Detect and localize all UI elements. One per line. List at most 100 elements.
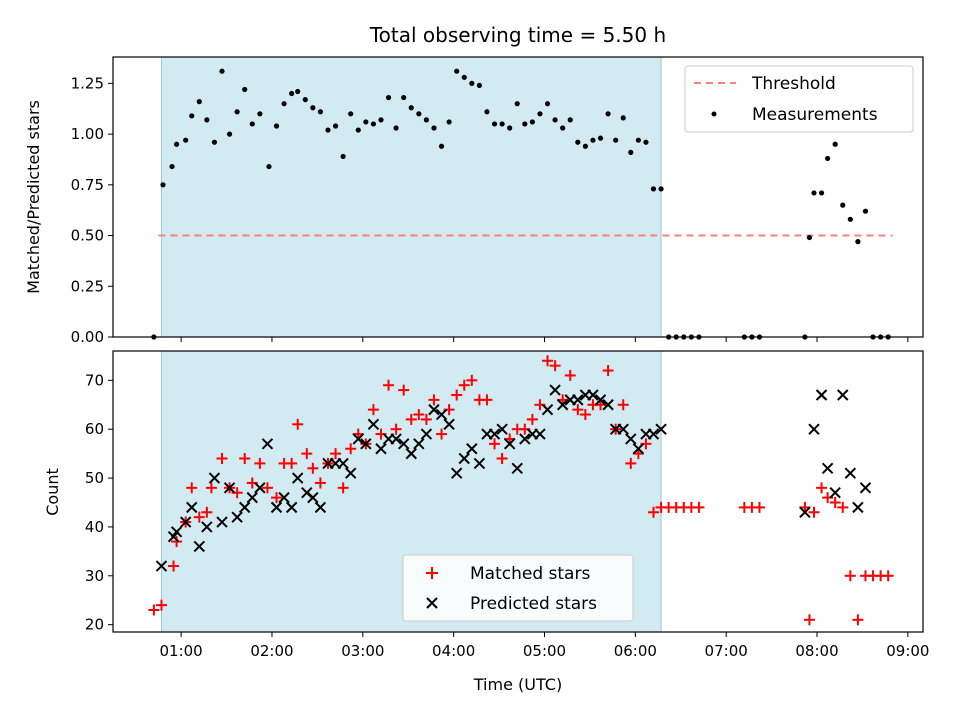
predicted-star-point [458, 452, 470, 465]
matched-star-point [301, 448, 313, 460]
predicted-star-point [208, 472, 221, 484]
measurement-point [514, 101, 520, 107]
matched-star-point [171, 536, 183, 548]
matched-star-point [330, 448, 342, 460]
matched-star-point [428, 394, 440, 406]
predicted-star-point [594, 394, 607, 406]
measurement-point [401, 94, 407, 101]
measurement-points [151, 68, 891, 340]
matched-star-point [254, 457, 266, 469]
predicted-star-point [625, 433, 637, 445]
measurement-point [575, 139, 581, 145]
measurement-point [507, 125, 513, 131]
measurement-point [242, 86, 248, 93]
top-y-axis-label: Matched/Predicted stars [24, 100, 43, 294]
matched-star-point [205, 482, 217, 494]
matched-star-point [458, 379, 470, 391]
matched-star-point [852, 614, 864, 626]
x-tick-label: 05:00 [523, 642, 566, 660]
predicted-star-point [844, 467, 857, 479]
matched-star-point [451, 389, 463, 401]
matched-star-point [168, 560, 180, 572]
matched-star-point [436, 428, 448, 440]
measurement-point [423, 117, 430, 123]
x-tick-label: 04:00 [432, 642, 475, 660]
bottom-plot-frame [112, 350, 924, 633]
predicted-star-point [450, 467, 463, 479]
predicted-star-point [223, 482, 236, 494]
measurement-point [825, 155, 831, 162]
predicted-star-point [360, 438, 372, 450]
measurement-point [266, 163, 272, 170]
measurement-point [393, 125, 399, 131]
matched-star-point [803, 614, 815, 626]
top-chart-title: Total observing time = 5.50 h [369, 23, 666, 47]
matched-star-point [186, 482, 198, 494]
predicted-star-point [655, 423, 667, 435]
predicted-star-point [261, 438, 274, 450]
measurement-point [234, 109, 240, 115]
predicted-star-point [519, 433, 531, 445]
measurement-point [806, 234, 813, 241]
measurement-point [257, 111, 263, 117]
matched-star-point [496, 453, 508, 465]
measurement-point [183, 137, 189, 143]
measurement-point [249, 121, 255, 127]
measurement-point [560, 125, 566, 131]
measurement-point [818, 190, 825, 196]
matched-star-point [549, 360, 561, 372]
measurement-point [169, 163, 175, 170]
predicted-star-point [285, 501, 298, 514]
predicted-star-point [511, 462, 523, 474]
measurement-point [408, 105, 414, 111]
bottom-panel: 20 30 40 50 60 70 01:00 02:00 03:00 04:00 05:00 06… [43, 350, 929, 694]
top-y-tick-label: 0.25 [71, 277, 104, 295]
predicted-star-point [829, 487, 841, 499]
matched-star-point [602, 365, 614, 377]
predicted-star-point [466, 443, 478, 455]
predicted-star-point [808, 423, 820, 435]
matched-star-point [307, 462, 319, 474]
top-panel: 0.00 0.25 0.50 0.75 1.00 1.25 Total observing… [24, 23, 924, 346]
matched-star-point [314, 477, 326, 489]
matched-star-point [292, 418, 304, 430]
predicted-star-point [859, 482, 872, 494]
matched-star-point [261, 482, 273, 494]
measurement-point [597, 135, 604, 141]
predicted-star-point [647, 428, 660, 440]
predicted-star-point [193, 540, 206, 553]
matched-star-point [398, 384, 410, 396]
predicted-star-point [852, 501, 864, 514]
top-x-axis-ticks [180, 337, 909, 342]
measurement-point [643, 139, 649, 145]
measurement-point [173, 141, 180, 147]
predicted-star-point [534, 428, 546, 440]
matched-star-point [345, 443, 357, 455]
top-y-tick-label: 0.00 [71, 328, 104, 346]
matched-star-point [753, 501, 765, 513]
measurement-point [469, 80, 475, 86]
measurement-point [484, 109, 490, 115]
bottom-y-tick-label: 60 [85, 420, 104, 438]
matched-star-point [844, 570, 856, 582]
matched-star-point [286, 457, 298, 469]
matched-star-point [542, 355, 554, 367]
matched-star-point [193, 511, 205, 523]
bottom-legend-box [402, 554, 634, 622]
measurement-point [529, 119, 535, 125]
measurement-point [446, 119, 452, 125]
measurement-point [476, 82, 482, 89]
measurement-point [522, 121, 528, 127]
matched-star-point [201, 506, 213, 518]
matched-star-point [413, 409, 425, 421]
bottom-y-tick-label: 50 [85, 469, 104, 487]
matched-star-point [390, 423, 402, 435]
predicted-star-point [337, 457, 349, 470]
predicted-star-point [413, 438, 425, 450]
predicted-star-point [443, 418, 455, 431]
matched-star-point [625, 457, 637, 469]
matched-star-point [405, 413, 417, 425]
predicted-star-point [367, 418, 380, 431]
x-tick-label: 01:00 [160, 642, 203, 660]
